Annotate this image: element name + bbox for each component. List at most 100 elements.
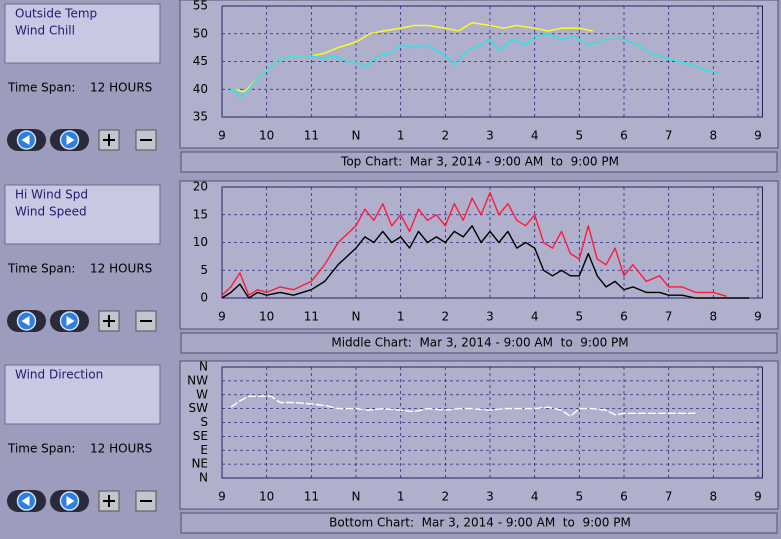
y-tick-label: 45	[193, 54, 208, 68]
x-tick-label: 9	[754, 310, 762, 324]
x-tick-label: 11	[304, 129, 319, 143]
x-tick-label: 3	[486, 490, 494, 504]
x-tick-label: 9	[218, 310, 226, 324]
y-tick-label: 5	[200, 263, 208, 277]
x-tick-label: 6	[620, 129, 628, 143]
y-tick-label: NE	[191, 457, 208, 471]
x-tick-label: 7	[665, 490, 673, 504]
y-tick-label: 40	[193, 82, 208, 96]
x-tick-label: 11	[304, 310, 319, 324]
y-tick-label: 15	[193, 207, 208, 221]
y-tick-label: W	[196, 387, 208, 401]
x-tick-label: 4	[531, 310, 539, 324]
y-tick-label: 20	[193, 180, 208, 194]
x-tick-label: 2	[442, 310, 450, 324]
x-tick-label: 9	[218, 129, 226, 143]
forward-button[interactable]	[50, 490, 89, 512]
x-tick-label: 8	[710, 490, 718, 504]
x-tick-label: N	[352, 310, 361, 324]
x-tick-label: 4	[531, 490, 539, 504]
legend-entry: Wind Speed	[15, 205, 87, 219]
y-tick-label: S	[200, 415, 208, 429]
x-tick-label: 5	[576, 310, 584, 324]
data-line	[230, 395, 696, 417]
arrow-icon	[21, 316, 30, 326]
legend-entry: Wind Direction	[15, 368, 103, 382]
arrow-icon	[21, 496, 30, 506]
legend-box	[4, 3, 161, 64]
x-tick-label: 2	[442, 490, 450, 504]
x-tick-label: 1	[397, 490, 405, 504]
chart-frame	[179, 360, 779, 510]
zoom-in-button[interactable]	[98, 490, 120, 512]
time-span-value: 12 HOURS	[90, 262, 152, 276]
time-span-value: 12 HOURS	[90, 442, 152, 456]
x-tick-label: 6	[620, 490, 628, 504]
x-tick-label: 9	[218, 490, 226, 504]
time-span-value: 12 HOURS	[90, 81, 152, 95]
x-tick-label: 7	[665, 310, 673, 324]
arrow-icon	[66, 496, 75, 506]
caption-bar	[180, 512, 778, 534]
back-button[interactable]	[7, 310, 46, 332]
zoom-in-button[interactable]	[98, 310, 120, 332]
x-tick-label: 5	[576, 490, 584, 504]
y-tick-label: 50	[193, 26, 208, 40]
legend-entry: Outside Temp	[15, 7, 97, 21]
zoom-out-button[interactable]	[135, 310, 157, 332]
x-tick-label: 1	[397, 310, 405, 324]
x-tick-label: 1	[397, 129, 405, 143]
y-tick-label: 35	[193, 110, 208, 124]
y-tick-label: N	[199, 471, 208, 485]
x-tick-label: 10	[259, 310, 274, 324]
caption-bar	[180, 151, 778, 173]
y-tick-label: 0	[200, 291, 208, 305]
legend-entry: Wind Chill	[15, 24, 75, 38]
forward-button[interactable]	[50, 129, 89, 151]
y-tick-label: N	[199, 360, 208, 374]
x-tick-label: 7	[665, 129, 673, 143]
chart-caption: Top Chart: Mar 3, 2014 - 9:00 AM to 9:00…	[340, 155, 619, 169]
arrow-icon	[66, 316, 75, 326]
chart-frame	[179, 180, 779, 330]
x-tick-label: 10	[259, 490, 274, 504]
x-tick-label: N	[352, 490, 361, 504]
y-tick-label: NW	[187, 373, 208, 387]
x-tick-label: 8	[710, 310, 718, 324]
x-tick-label: 2	[442, 129, 450, 143]
y-tick-label: E	[200, 443, 208, 457]
y-tick-label: 10	[193, 235, 208, 249]
x-tick-label: 10	[259, 129, 274, 143]
back-button[interactable]	[7, 129, 46, 151]
y-tick-label: 55	[193, 0, 208, 13]
y-tick-label: SE	[193, 429, 208, 443]
data-line	[221, 225, 750, 299]
zoom-in-button[interactable]	[98, 129, 120, 151]
zoom-out-button[interactable]	[135, 129, 157, 151]
x-tick-label: 6	[620, 310, 628, 324]
forward-button[interactable]	[50, 310, 89, 332]
y-tick-label: SW	[189, 401, 209, 415]
legend-entry: Hi Wind Spd	[15, 188, 88, 202]
time-span-label: Time Span:	[7, 262, 75, 276]
x-tick-label: 5	[576, 129, 584, 143]
chart-caption: Middle Chart: Mar 3, 2014 - 9:00 AM to 9…	[331, 336, 628, 350]
data-line	[221, 191, 727, 297]
x-tick-label: 9	[754, 490, 762, 504]
chart-caption: Bottom Chart: Mar 3, 2014 - 9:00 AM to 9…	[329, 516, 631, 530]
back-button[interactable]	[7, 490, 46, 512]
legend-box	[4, 364, 161, 425]
x-tick-label: 9	[754, 129, 762, 143]
caption-bar	[180, 332, 778, 354]
time-span-label: Time Span:	[7, 81, 75, 95]
x-tick-label: 11	[304, 490, 319, 504]
x-tick-label: 4	[531, 129, 539, 143]
x-tick-label: 8	[710, 129, 718, 143]
x-tick-label: N	[352, 129, 361, 143]
legend-box	[4, 184, 161, 245]
zoom-out-button[interactable]	[135, 490, 157, 512]
x-tick-label: 3	[486, 310, 494, 324]
x-tick-label: 3	[486, 129, 494, 143]
time-span-label: Time Span:	[7, 442, 75, 456]
